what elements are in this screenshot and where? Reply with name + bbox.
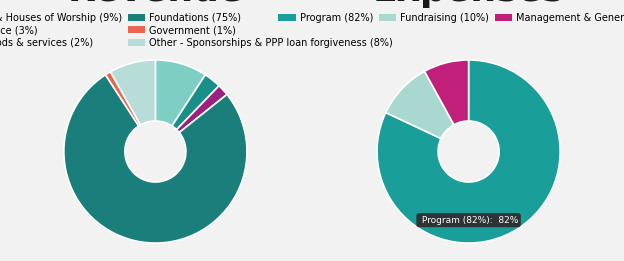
Wedge shape: [177, 86, 227, 133]
Legend: Individuals & Houses of Worship (9%), Fee for Service (3%), Donated goods & serv: Individuals & Houses of Worship (9%), Fe…: [0, 13, 393, 48]
Legend: Program (82%), Fundraising (10%), Management & General (8%): Program (82%), Fundraising (10%), Manage…: [278, 13, 624, 23]
Wedge shape: [172, 75, 219, 130]
Text: Program (82%):  82%: Program (82%): 82%: [419, 216, 519, 225]
Wedge shape: [424, 60, 469, 125]
Wedge shape: [155, 60, 205, 126]
Title: Expenses: Expenses: [373, 0, 565, 8]
Wedge shape: [386, 71, 454, 139]
Wedge shape: [377, 60, 560, 243]
Title: Revenue: Revenue: [67, 0, 243, 8]
Wedge shape: [110, 60, 155, 125]
Wedge shape: [105, 72, 140, 126]
Wedge shape: [64, 75, 247, 243]
